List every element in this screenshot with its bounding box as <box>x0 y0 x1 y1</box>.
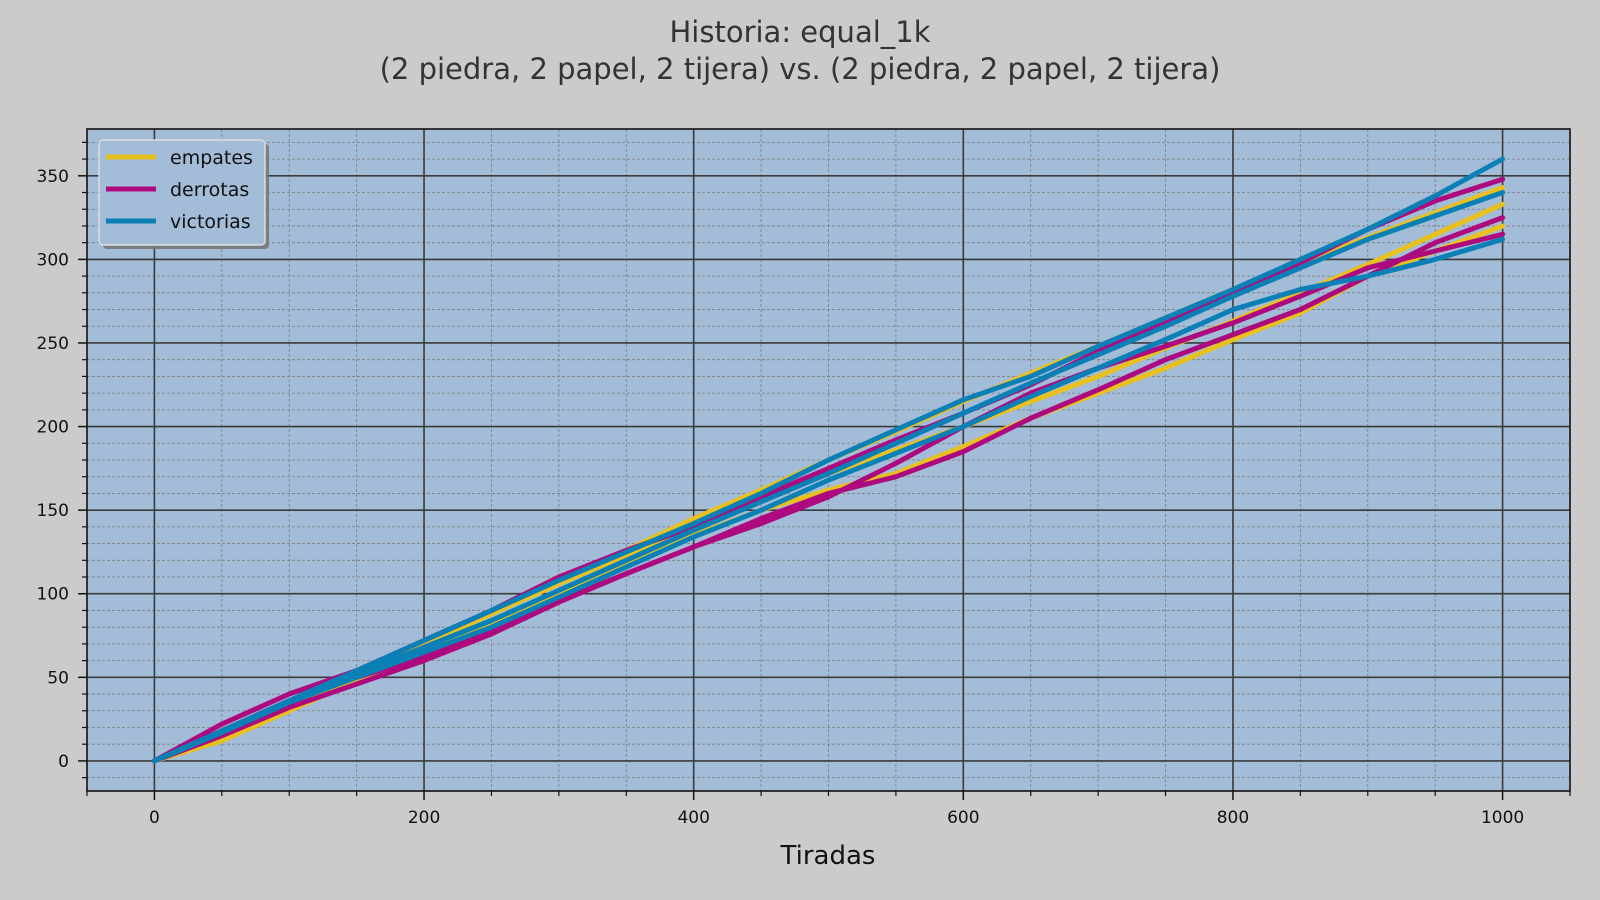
x-tick-label: 600 <box>947 808 979 828</box>
y-tick-label: 150 <box>37 501 69 521</box>
y-tick-label: 300 <box>37 250 69 270</box>
x-tick-label: 200 <box>408 808 440 828</box>
chart-title: Historia: equal_1k <box>669 15 930 49</box>
y-tick-label: 0 <box>58 752 69 772</box>
y-tick-label: 250 <box>37 334 69 354</box>
x-tick-label: 0 <box>149 808 160 828</box>
series-line-victorias-8 <box>151 236 1506 764</box>
axis-ticks: 0 200 400 600 800 1000 0 50 100 150 200 250 300 350 <box>37 141 1571 828</box>
legend-label-derrotas: derrotas <box>170 179 249 201</box>
y-tick-label: 50 <box>47 668 69 688</box>
x-axis-label: Tiradas <box>780 841 876 871</box>
legend: empates derrotas victorias <box>98 139 269 249</box>
series-line-derrotas-5 <box>151 231 1506 764</box>
x-tick-label: 800 <box>1217 808 1249 828</box>
minor-grid <box>86 129 1571 791</box>
x-tick-label: 400 <box>677 808 709 828</box>
legend-label-victorias: victorias <box>170 211 251 233</box>
series-layer <box>151 156 1506 764</box>
chart-subtitle: (2 piedra, 2 papel, 2 tijera) vs. (2 pie… <box>380 52 1221 86</box>
x-tick-label: 1000 <box>1481 808 1524 828</box>
series-line-victorias-6 <box>151 156 1506 764</box>
y-tick-label: 100 <box>37 585 69 605</box>
legend-label-empates: empates <box>170 147 253 169</box>
series-line-victorias-7 <box>151 190 1506 764</box>
y-tick-label: 350 <box>37 167 69 187</box>
y-tick-label: 200 <box>37 418 69 438</box>
